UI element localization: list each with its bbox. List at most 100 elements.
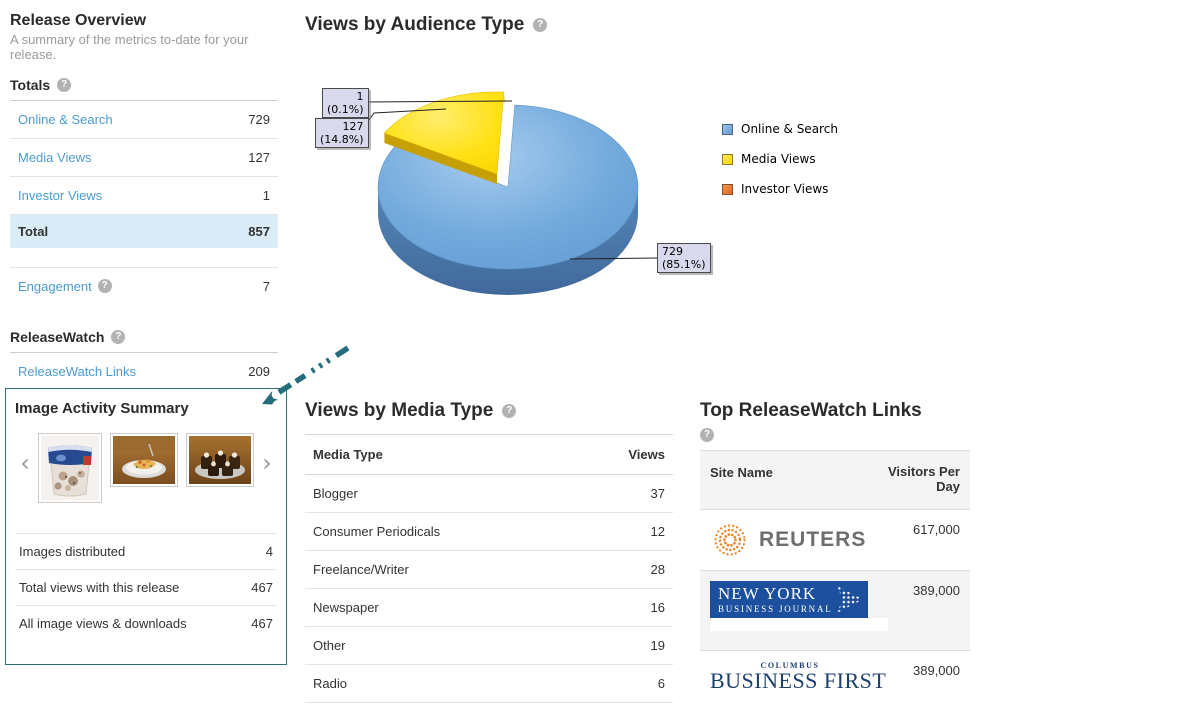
- views-column-header: Views: [628, 447, 665, 462]
- total-views-release-row: Total views with this release 467: [15, 569, 277, 605]
- engagement-row: Engagement ? 7: [10, 266, 278, 305]
- totals-row-online-search: Online & Search 729: [10, 101, 278, 139]
- help-icon[interactable]: ?: [700, 428, 714, 442]
- media-row-label: Blogger: [313, 486, 358, 501]
- ny-business-journal-site-link[interactable]: NEW YORK BUSINESS JOURNAL: [710, 580, 888, 631]
- legend-swatch-blue: [722, 123, 733, 135]
- media-table-title-text: Views by Media Type: [305, 400, 494, 421]
- site-name-column-header: Site Name: [710, 465, 773, 480]
- callout-investor-views: 1 (0.1%): [322, 88, 369, 118]
- reuters-wordmark: REUTERS: [759, 527, 867, 551]
- views-by-media-section: Views by Media Type ? Media Type Views B…: [305, 400, 673, 703]
- columbus-logo-line1: COLUMBUS: [760, 660, 820, 670]
- total-views-release-value: 467: [251, 580, 273, 595]
- engagement-value: 7: [262, 278, 270, 294]
- media-row-value: 28: [650, 562, 665, 577]
- media-row-other: Other 19: [305, 627, 673, 665]
- releasewatch-links-value: 209: [248, 363, 270, 379]
- link-row-ny-business-journal: NEW YORK BUSINESS JOURNAL 389,000: [700, 570, 970, 651]
- media-row-label: Newspaper: [313, 600, 379, 615]
- totals-row-investor-views: Investor Views 1: [10, 177, 278, 215]
- columbus-business-first-site-link[interactable]: COLUMBUS BUSINESS FIRST: [710, 661, 886, 694]
- ny-business-journal-logo: NEW YORK BUSINESS JOURNAL: [710, 580, 868, 618]
- callout-online-search: 729 (85.1%): [657, 243, 711, 273]
- carousel-next-icon[interactable]: ›: [262, 449, 272, 477]
- cookie-dough-tub-image: [41, 436, 99, 500]
- legend-label-media-views: Media Views: [741, 152, 816, 166]
- callout-media-percent: (14.8%): [320, 133, 364, 146]
- total-label: Total: [18, 223, 49, 239]
- audience-chart-title-text: Views by Audience Type: [305, 14, 525, 35]
- release-image-thumbnail-2[interactable]: [110, 433, 178, 487]
- media-type-column-header: Media Type: [313, 447, 383, 462]
- audience-pie-chart: 1 (0.1%) 127 (14.8%) 729 (85.1%) Online …: [305, 62, 905, 347]
- callout-online-percent: (85.1%): [662, 258, 706, 271]
- ny-logo-whitespace: [710, 617, 888, 631]
- media-row-value: 37: [650, 486, 665, 501]
- link-row-reuters: REUTERS 617,000: [700, 510, 970, 571]
- columbus-logo-line2: BUSINESS FIRST: [710, 667, 887, 693]
- callout-investor-value: 1: [356, 90, 364, 103]
- all-image-views-row: All image views & downloads 467: [15, 605, 277, 641]
- releasewatch-links-row: ReleaseWatch Links 209: [10, 353, 278, 391]
- legend-item-online-search: Online & Search: [722, 122, 838, 136]
- releasewatch-section-heading: ReleaseWatch ?: [10, 329, 278, 353]
- reuters-visitors-value: 617,000: [913, 521, 960, 537]
- engagement-link[interactable]: Engagement: [18, 278, 92, 294]
- image-activity-stats: Images distributed 4 Total views with th…: [15, 533, 277, 641]
- images-distributed-value: 4: [265, 544, 273, 559]
- legend-swatch-orange: [722, 183, 733, 195]
- media-row-value: 12: [650, 524, 665, 539]
- help-icon[interactable]: ?: [502, 404, 517, 418]
- investor-views-value: 1: [262, 187, 270, 203]
- callout-online-value: 729: [662, 245, 683, 258]
- total-views-release-label: Total views with this release: [19, 580, 180, 595]
- all-image-views-value: 467: [251, 616, 273, 631]
- online-search-value: 729: [248, 111, 270, 127]
- pie-legend: Online & Search Media Views Investor Vie…: [722, 122, 838, 212]
- help-icon[interactable]: ?: [533, 18, 548, 32]
- chocolate-desserts-image: [189, 436, 251, 484]
- ny-visitors-value: 389,000: [913, 582, 960, 598]
- totals-section-heading: Totals ?: [10, 77, 278, 101]
- reuters-site-link[interactable]: REUTERS: [710, 520, 866, 560]
- totals-heading-label: Totals: [10, 76, 51, 93]
- plated-entree-image: [113, 436, 175, 484]
- links-table-header: Site Name Visitors Per Day: [700, 451, 970, 510]
- image-carousel: ‹: [15, 433, 277, 503]
- media-row-value: 6: [657, 676, 665, 691]
- media-views-value: 127: [248, 149, 270, 165]
- legend-label-investor-views: Investor Views: [741, 182, 829, 196]
- legend-swatch-yellow: [722, 153, 733, 165]
- media-row-label: Radio: [313, 676, 347, 691]
- help-icon[interactable]: ?: [111, 329, 126, 344]
- media-row-label: Other: [313, 638, 346, 653]
- media-row-freelance-writer: Freelance/Writer 28: [305, 551, 673, 589]
- online-search-link[interactable]: Online & Search: [18, 111, 113, 127]
- carousel-prev-icon[interactable]: ‹: [20, 449, 30, 477]
- reuters-sunburst-icon: [714, 524, 746, 556]
- releasewatch-links-link[interactable]: ReleaseWatch Links: [18, 363, 137, 379]
- help-icon[interactable]: ?: [57, 77, 72, 92]
- images-distributed-row: Images distributed 4: [15, 533, 277, 569]
- links-table-title: Top ReleaseWatch Links: [700, 400, 922, 421]
- media-row-label: Freelance/Writer: [313, 562, 409, 577]
- all-image-views-label: All image views & downloads: [19, 616, 187, 631]
- releasewatch-heading-label: ReleaseWatch: [10, 328, 105, 345]
- callout-media-views: 127 (14.8%): [315, 118, 369, 148]
- release-image-thumbnail-3[interactable]: [186, 433, 254, 487]
- media-views-link[interactable]: Media Views: [18, 149, 92, 165]
- page-subtitle: A summary of the metrics to-date for you…: [10, 32, 249, 62]
- total-row: Total 857: [10, 214, 278, 248]
- top-releasewatch-links-section: Top ReleaseWatch Links ? Site Name Visit…: [700, 400, 970, 721]
- release-image-thumbnail-1[interactable]: [38, 433, 102, 503]
- media-row-value: 16: [650, 600, 665, 615]
- columbus-visitors-value: 389,000: [913, 662, 960, 678]
- image-activity-heading: Image Activity Summary: [15, 400, 189, 417]
- visitors-column-header: Visitors Per Day: [887, 464, 960, 494]
- investor-views-link[interactable]: Investor Views: [18, 187, 103, 203]
- media-row-newspaper: Newspaper 16: [305, 589, 673, 627]
- ny-logo-arrow-motif: [837, 585, 863, 613]
- help-icon[interactable]: ?: [97, 279, 112, 294]
